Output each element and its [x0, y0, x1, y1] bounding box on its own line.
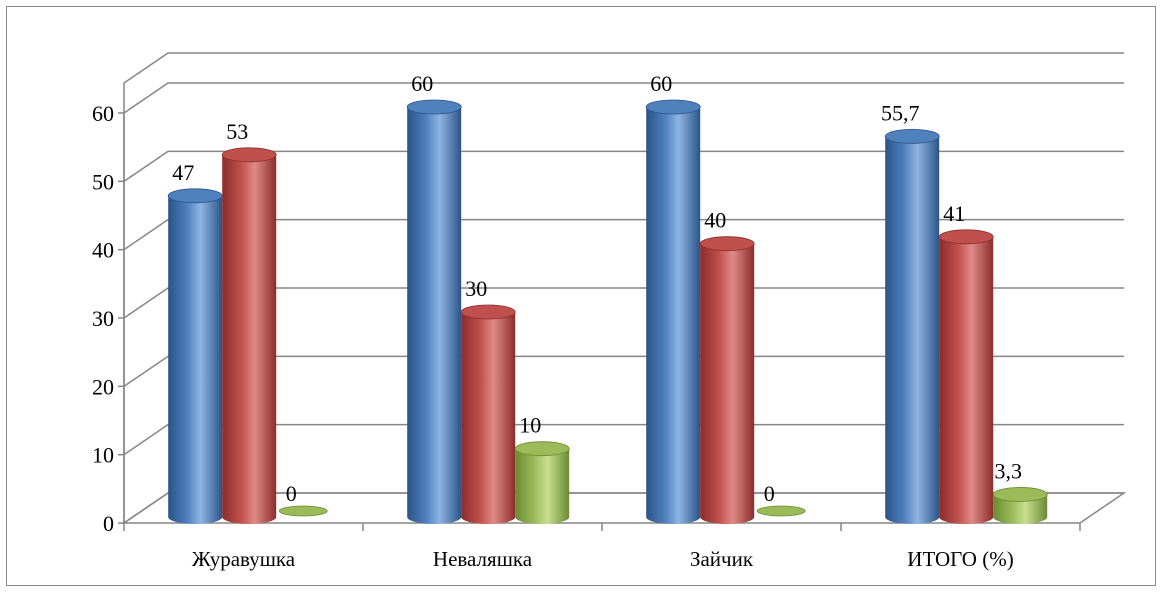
y-tick-label: 20 — [92, 374, 114, 399]
data-label: 60 — [411, 71, 433, 96]
bar-body — [885, 136, 940, 524]
data-label: 41 — [943, 201, 965, 226]
data-label: 0 — [764, 481, 775, 506]
bar-top — [884, 128, 940, 144]
bar-top — [406, 99, 462, 115]
bar-top — [221, 147, 277, 163]
gridline — [123, 150, 1124, 182]
y-tick-label: 30 — [92, 306, 114, 331]
bar-body — [993, 494, 1048, 524]
axes — [118, 112, 1081, 531]
category-label: Зайчик — [690, 547, 754, 571]
x-axis-categories: Журавушка Неваляшка Зайчик ИТОГО (%) — [192, 547, 1014, 571]
data-label: 55,7 — [881, 100, 920, 125]
y-tick-label: 10 — [92, 443, 114, 468]
gridline — [123, 82, 1124, 114]
category-label: ИТОГО (%) — [907, 547, 1013, 571]
bar-top — [756, 505, 806, 517]
bar-body — [461, 312, 516, 524]
bars — [167, 99, 1048, 525]
y-axis-ticks: 0 10 20 30 40 50 60 — [92, 101, 114, 536]
data-label: 47 — [172, 160, 194, 185]
bar-body — [646, 107, 701, 524]
gridline — [123, 287, 1124, 319]
data-label: 30 — [465, 276, 487, 301]
bar-top — [645, 99, 701, 115]
bar-top — [992, 487, 1048, 502]
category-label: Неваляшка — [433, 547, 533, 571]
bar-body — [222, 154, 277, 525]
bar-top — [167, 188, 223, 204]
data-label: 10 — [519, 413, 541, 438]
bar-body — [407, 107, 462, 524]
data-label: 0 — [286, 481, 297, 506]
bar-top — [699, 236, 755, 252]
data-label: 3,3 — [994, 458, 1022, 483]
gridline — [123, 492, 1124, 524]
gridline — [123, 423, 1124, 456]
y-tick-label: 0 — [103, 511, 114, 536]
data-label: 40 — [704, 208, 726, 233]
data-label: 60 — [650, 71, 672, 96]
bar-top — [278, 505, 328, 517]
data-labels: 47 53 0 60 30 10 60 40 0 55,7 41 3,3 — [172, 71, 1022, 506]
y-tick-label: 40 — [92, 238, 114, 263]
bar-top — [514, 441, 570, 457]
y-tick-label: 50 — [92, 169, 114, 194]
bar-body — [168, 195, 223, 525]
gridlines — [123, 82, 1124, 524]
category-label: Журавушка — [192, 547, 296, 571]
bar-top — [460, 304, 516, 320]
y-tick-label: 60 — [92, 101, 114, 126]
bar-body — [939, 236, 994, 525]
bar-body — [515, 448, 570, 524]
bar-top — [938, 229, 994, 245]
gridline — [123, 355, 1124, 387]
bar-body — [700, 243, 755, 524]
gridline — [123, 218, 1124, 251]
data-label: 53 — [226, 119, 248, 144]
